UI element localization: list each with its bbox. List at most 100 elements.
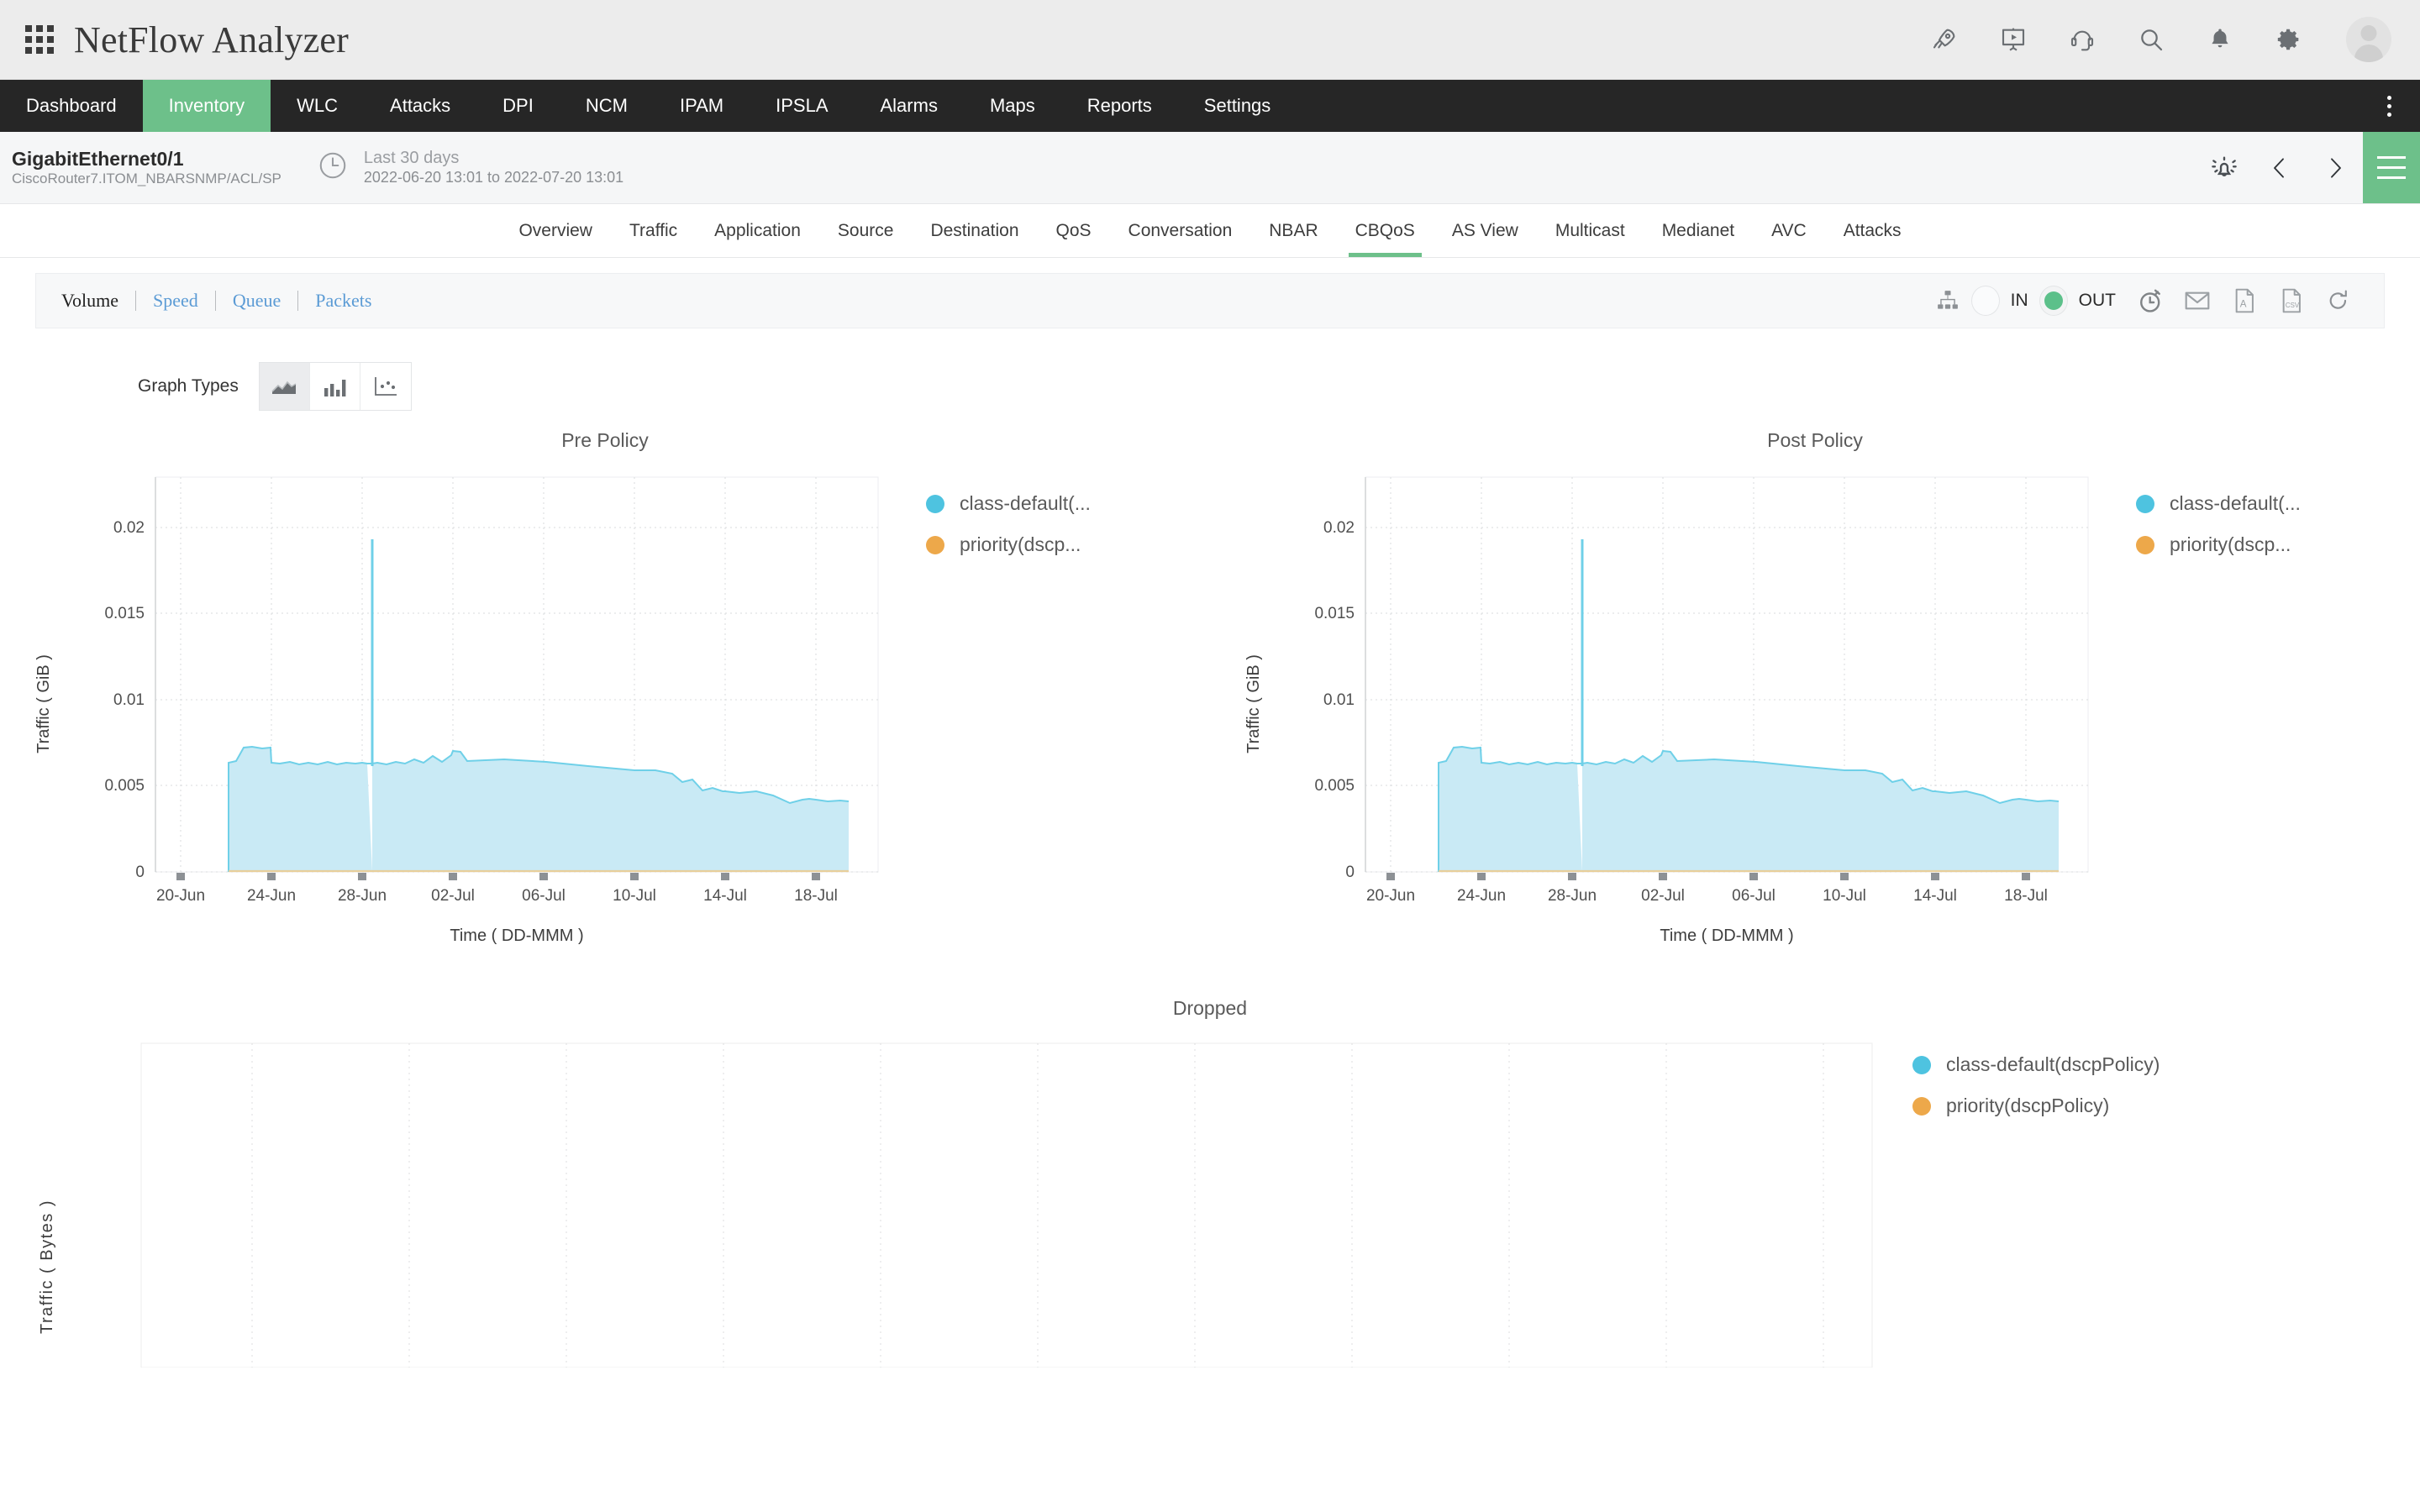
nav-item-maps[interactable]: Maps	[989, 95, 1035, 116]
nav-item-reports[interactable]: Reports	[1086, 95, 1152, 116]
divider	[297, 291, 299, 311]
nav-item-ipsla[interactable]: IPSLA	[776, 95, 829, 116]
legend-color-swatch	[926, 494, 944, 513]
graph-type-button-group	[258, 362, 412, 411]
svg-text:0.005: 0.005	[1314, 777, 1355, 795]
legend-item[interactable]: class-default(...	[926, 492, 1091, 515]
metric-tab-queue[interactable]: Queue	[232, 290, 281, 311]
subnav-item-destination[interactable]: Destination	[930, 220, 1019, 240]
post-policy-plot: 0 0.005 0.01 0.015 0.02 Traffic ( GiB )	[1210, 452, 2101, 960]
device-identity: GigabitEthernet0/1 CiscoRouter7.ITOM_NBA…	[12, 148, 281, 188]
legend-item[interactable]: class-default(...	[2136, 492, 2301, 515]
subnav-item-as-view[interactable]: AS View	[1451, 220, 1518, 240]
subnav-item-multicast[interactable]: Multicast	[1555, 220, 1625, 240]
graph-types-label: Graph Types	[138, 376, 239, 396]
user-avatar-icon[interactable]	[2346, 17, 2391, 62]
legend-label: class-default(...	[2170, 492, 2301, 514]
nav-item-settings[interactable]: Settings	[1203, 95, 1271, 116]
bell-notification-icon[interactable]	[2203, 23, 2237, 56]
bar-chart-icon[interactable]	[309, 363, 360, 410]
svg-text:Traffic ( GiB ): Traffic ( GiB )	[34, 654, 53, 753]
subnav-item-avc[interactable]: AVC	[1771, 220, 1807, 240]
rocket-icon[interactable]	[1928, 23, 1961, 56]
direction-label-out: OUT	[2078, 291, 2116, 310]
legend-item[interactable]: priority(dscp...	[926, 533, 1091, 556]
legend-label: class-default(dscpPolicy)	[1946, 1053, 2160, 1075]
app-title: NetFlow Analyzer	[74, 18, 350, 60]
svg-text:10-Jul: 10-Jul	[1823, 887, 1866, 905]
subnav-item-traffic[interactable]: Traffic	[629, 220, 678, 240]
nav-item-inventory[interactable]: Inventory	[142, 80, 271, 132]
alert-bell-icon[interactable]	[2196, 132, 2252, 203]
nav-item-attacks[interactable]: Attacks	[390, 95, 451, 116]
direction-radio-out[interactable]	[2039, 286, 2068, 316]
svg-text:0: 0	[1345, 864, 1355, 881]
presentation-video-icon[interactable]	[1996, 23, 2030, 56]
legend-label: class-default(...	[960, 492, 1091, 514]
subnav-item-medianet[interactable]: Medianet	[1661, 220, 1735, 240]
legend-item[interactable]: class-default(dscpPolicy)	[1912, 1053, 2160, 1076]
nav-item-ipam[interactable]: IPAM	[679, 95, 724, 116]
next-chevron-icon[interactable]	[2307, 132, 2363, 203]
time-range-value: 2022-06-20 13:01 to 2022-07-20 13:01	[363, 168, 624, 186]
legend-item[interactable]: priority(dscp...	[2136, 533, 2301, 556]
metric-tab-group: Volume Speed Queue Packets	[61, 290, 388, 312]
nav-item-dpi[interactable]: DPI	[502, 95, 534, 116]
subnav-item-application[interactable]: Application	[714, 220, 801, 240]
metric-tab-packets[interactable]: Packets	[315, 290, 372, 311]
svg-text:10-Jul: 10-Jul	[613, 887, 656, 905]
svg-text:02-Jul: 02-Jul	[431, 887, 475, 905]
headset-support-icon[interactable]	[2065, 23, 2099, 56]
scatter-plot-icon[interactable]	[360, 363, 411, 410]
metric-tab-speed[interactable]: Speed	[153, 290, 198, 311]
timer-icon[interactable]	[2127, 281, 2174, 321]
legend-item[interactable]: priority(dscpPolicy)	[1912, 1095, 2160, 1117]
svg-text:0.01: 0.01	[113, 691, 145, 709]
pdf-export-icon[interactable]: A	[2221, 281, 2268, 321]
area-chart-icon[interactable]	[259, 363, 310, 410]
divider	[214, 291, 216, 311]
pre-policy-legend: class-default(... priority(dscp...	[891, 452, 1091, 575]
time-range[interactable]: Last 30 days 2022-06-20 13:01 to 2022-07…	[364, 148, 623, 186]
email-icon[interactable]	[2174, 281, 2221, 321]
svg-text:14-Jul: 14-Jul	[1913, 887, 1957, 905]
radio-dot	[2044, 291, 2063, 310]
clock-icon	[317, 150, 349, 186]
dropped-chart-card: Dropped Traffic ( Bytes )	[0, 997, 2420, 1372]
legend-color-swatch	[2136, 494, 2154, 513]
apps-grid-icon[interactable]	[25, 25, 54, 54]
nav-item-wlc[interactable]: WLC	[297, 95, 339, 116]
subnav-item-attacks[interactable]: Attacks	[1843, 220, 1902, 240]
subnav-item-qos[interactable]: QoS	[1055, 220, 1092, 240]
subnav-item-source[interactable]: Source	[837, 220, 894, 240]
refresh-icon[interactable]	[2315, 281, 2362, 321]
post-policy-body: 0 0.005 0.01 0.015 0.02 Traffic ( GiB )	[1210, 452, 2420, 960]
subnav-item-cbqos[interactable]: CBQoS	[1337, 204, 1434, 257]
svg-text:Time ( DD-MMM ): Time ( DD-MMM )	[1660, 927, 1793, 945]
svg-text:0.015: 0.015	[104, 605, 145, 622]
dropped-plot: Traffic ( Bytes )	[0, 1032, 1882, 1372]
gear-settings-icon[interactable]	[2272, 23, 2306, 56]
search-icon[interactable]	[2134, 23, 2168, 56]
direction-radio-in[interactable]	[1970, 286, 2000, 316]
svg-text:24-Jun: 24-Jun	[247, 887, 296, 905]
nav-item-dashboard[interactable]: Dashboard	[26, 95, 117, 116]
subnav-item-nbar[interactable]: NBAR	[1269, 220, 1318, 240]
subnav-item-conversation[interactable]: Conversation	[1128, 220, 1233, 240]
subnav-item-overview[interactable]: Overview	[518, 220, 592, 240]
sub-navigation: Overview Traffic Application Source Dest…	[0, 204, 2420, 258]
nav-item-alarms[interactable]: Alarms	[880, 95, 938, 116]
hamburger-menu-icon[interactable]	[2363, 132, 2420, 203]
hierarchy-tree-icon[interactable]	[1924, 281, 1971, 321]
legend-label: priority(dscpPolicy)	[1946, 1095, 2110, 1116]
metric-tab-volume[interactable]: Volume	[61, 290, 119, 311]
prev-chevron-icon[interactable]	[2252, 132, 2307, 203]
nav-item-ncm[interactable]: NCM	[585, 95, 628, 116]
post-policy-title: Post Policy	[1767, 429, 1863, 451]
main-navigation: Dashboard Inventory WLC Attacks DPI NCM …	[0, 80, 2420, 132]
direction-label-in: IN	[2010, 291, 2028, 310]
svg-text:06-Jul: 06-Jul	[1732, 887, 1776, 905]
csv-export-icon[interactable]: CSV	[2268, 281, 2315, 321]
kebab-menu-icon[interactable]	[2376, 80, 2402, 132]
device-action-group	[2196, 132, 2420, 203]
